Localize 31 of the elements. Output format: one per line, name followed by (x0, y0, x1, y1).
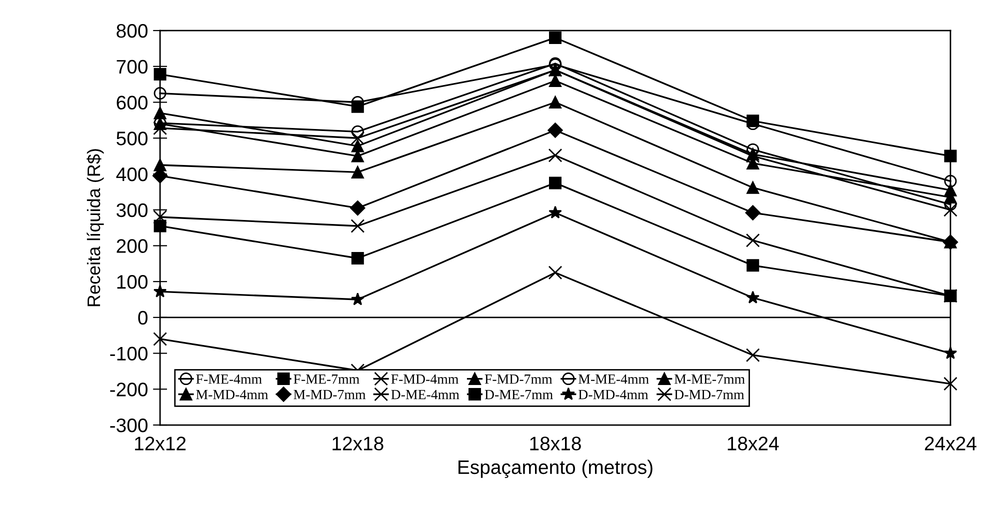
x-tick-label: 12x18 (332, 436, 384, 450)
y-tick-label: 300 (116, 203, 148, 218)
y-tick-label: 500 (116, 132, 148, 146)
y-tick-label: -200 (110, 382, 148, 396)
x-tick-label: 18x18 (530, 436, 581, 450)
legend-label: D-ME-7mm (484, 390, 553, 400)
legend-label: D-MD-4mm (578, 390, 648, 400)
legend-label: M-ME-4mm (578, 374, 649, 384)
legend-label: M-ME-7mm (674, 374, 745, 384)
legend-label: M-MD-4mm (196, 390, 268, 400)
legend-label: F-MD-4mm (391, 374, 458, 384)
legend-label: F-ME-4mm (196, 374, 262, 384)
legend-label: D-MD-7mm (674, 390, 744, 400)
y-tick-label: 700 (116, 60, 148, 74)
y-tick-label: -100 (110, 346, 148, 361)
y-axis-title: Receita líquida (R$) (86, 149, 104, 306)
x-axis-title: Espaçamento (metros) (458, 460, 652, 478)
x-tick-label: 12x12 (135, 436, 186, 450)
y-tick-label: -300 (110, 418, 148, 432)
y-tick-label: 600 (116, 96, 148, 110)
legend-label: F-MD-7mm (484, 374, 552, 384)
y-tick-label: 200 (116, 239, 148, 253)
y-tick-label: 400 (116, 167, 148, 182)
y-tick-label: 800 (116, 24, 148, 38)
legend-label: D-ME-4mm (391, 390, 460, 400)
y-tick-label: 0 (138, 310, 148, 325)
y-tick-label: 100 (117, 275, 148, 289)
legend-label: F-ME-7mm (294, 374, 360, 384)
legend-label: M-MD-7mm (294, 390, 366, 400)
x-tick-label: 18x24 (728, 436, 779, 450)
x-tick-label: 24x24 (924, 436, 976, 450)
